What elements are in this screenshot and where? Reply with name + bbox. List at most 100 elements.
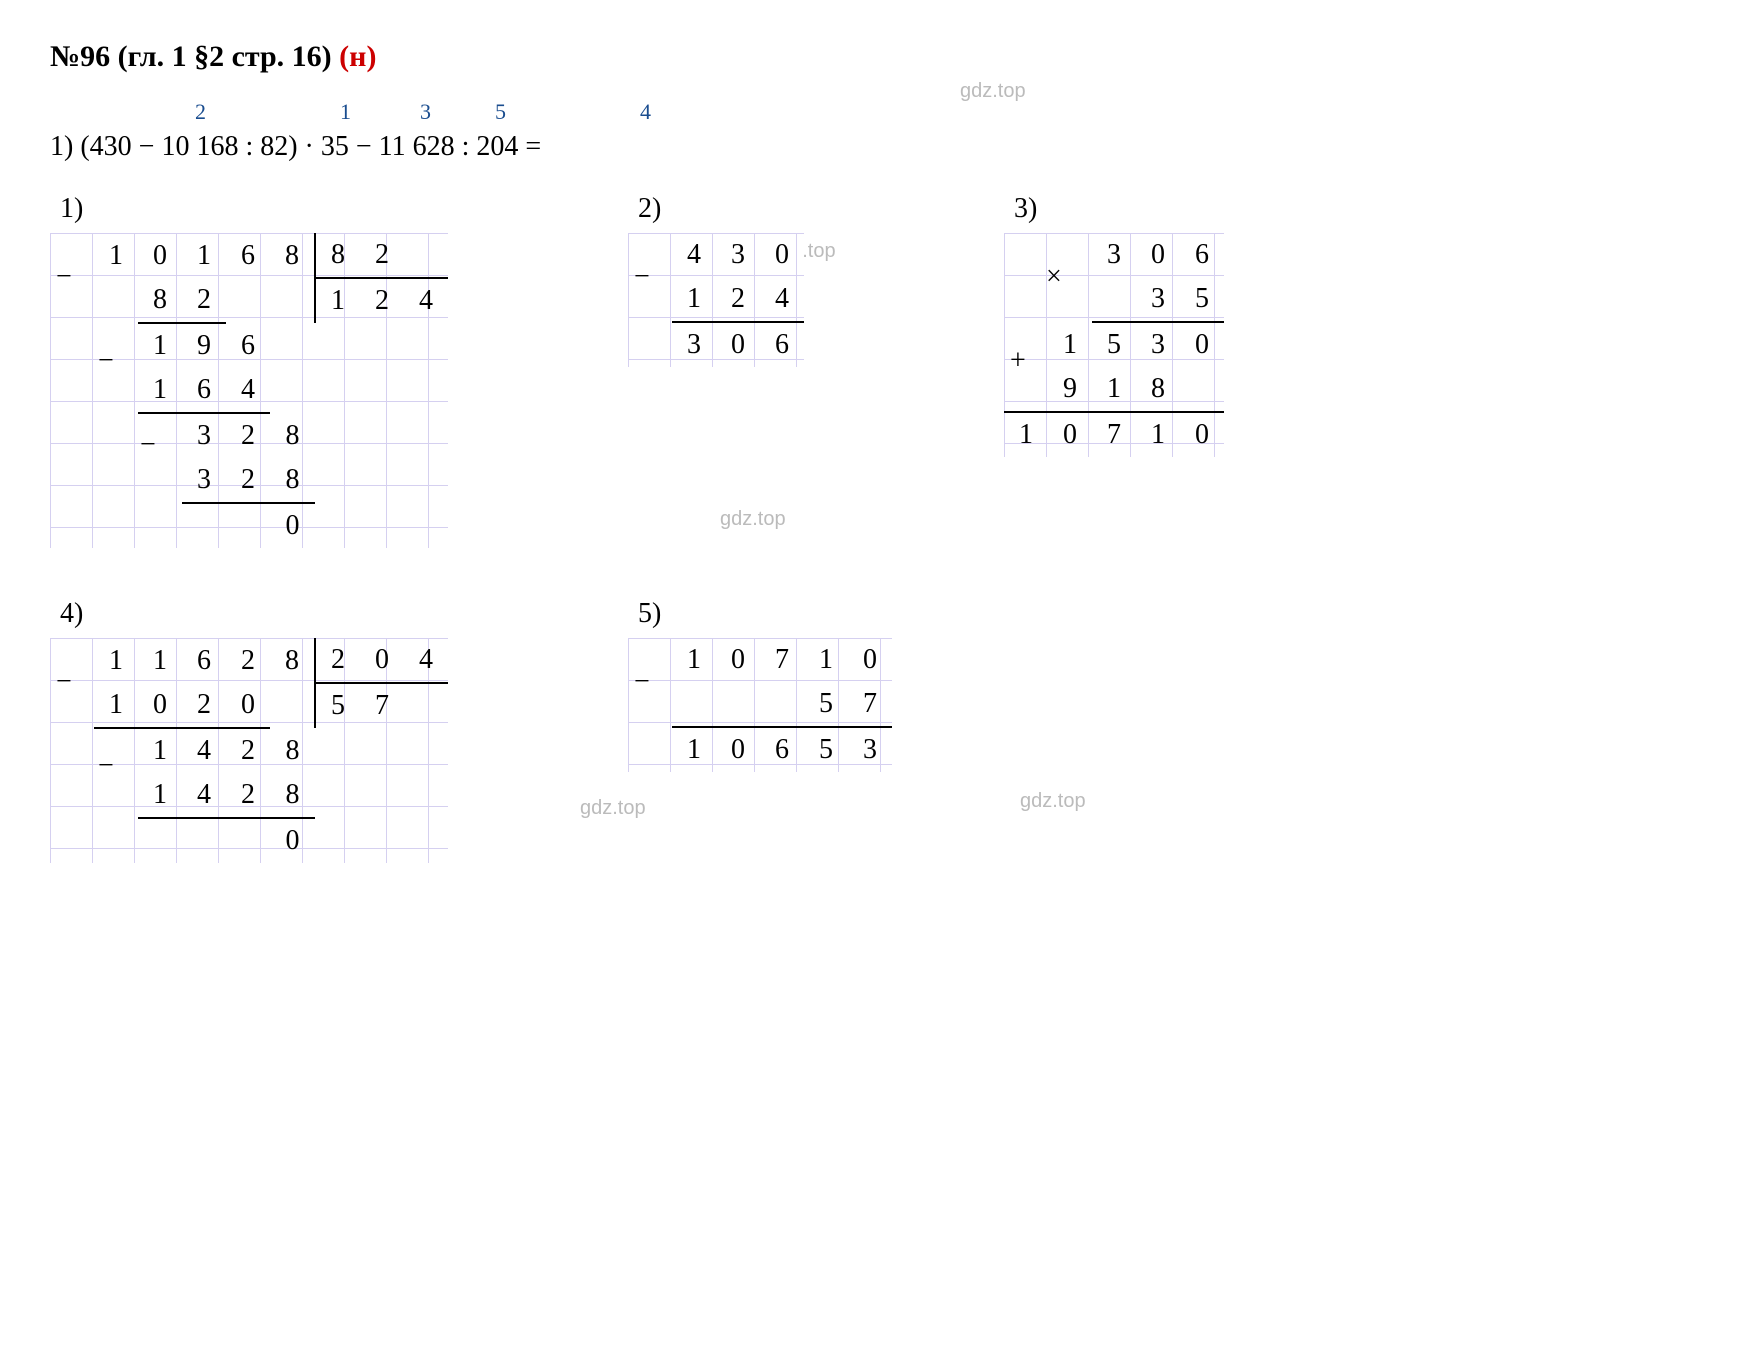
cell: [226, 503, 270, 548]
cell: [138, 503, 182, 548]
cell: [94, 323, 138, 368]
cell: 5: [1180, 277, 1224, 322]
cell: [270, 323, 315, 368]
cell: 4: [404, 638, 448, 683]
cell: [270, 683, 315, 728]
cell: 8: [270, 773, 315, 818]
cell: [315, 818, 360, 863]
cell: [360, 728, 404, 773]
cell: [672, 682, 716, 727]
page-title: №96 (гл. 1 §2 стр. 16) (н): [50, 40, 1704, 74]
cell: 0: [1048, 412, 1092, 457]
cell: 2: [226, 728, 270, 773]
cell: [1004, 322, 1048, 367]
cell: 7: [848, 682, 892, 727]
calc-2-grid: 4 3 0 1 2 4 3 0 6: [628, 233, 804, 367]
title-main: №96 (гл. 1 §2 стр. 16): [50, 40, 339, 73]
cell: 4: [760, 277, 804, 322]
cell: 4: [226, 368, 270, 413]
cell: 1: [672, 638, 716, 682]
cell: [360, 413, 404, 458]
cell: 7: [360, 683, 404, 728]
cell: 1: [94, 233, 138, 278]
cell: [94, 458, 138, 503]
cell: [628, 277, 672, 322]
cell: 2: [226, 638, 270, 683]
cell: 5: [804, 682, 848, 727]
cell: 6: [1180, 233, 1224, 277]
cell: [1092, 277, 1136, 322]
cell: [360, 458, 404, 503]
cell: 1: [804, 638, 848, 682]
cell: [270, 368, 315, 413]
cell: 5: [1092, 322, 1136, 367]
cell: [315, 323, 360, 368]
cell: 0: [1180, 322, 1224, 367]
cell: [628, 322, 672, 367]
order-5: 4: [640, 99, 651, 125]
cell: 1: [182, 233, 226, 278]
cell: 1: [1092, 367, 1136, 412]
cell: 0: [716, 638, 760, 682]
cell: 6: [760, 322, 804, 367]
cell: [404, 368, 448, 413]
calc-3-label: 3): [1014, 193, 1224, 225]
cell: [628, 727, 672, 772]
cell: [50, 503, 94, 548]
order-3: 3: [420, 99, 431, 125]
calc-4-grid: 1 1 6 2 8 2 0 4 1 0 2 0 5 7: [50, 638, 448, 863]
cell: [360, 773, 404, 818]
cell: 5: [315, 683, 360, 728]
cell: [360, 503, 404, 548]
cell: 8: [270, 728, 315, 773]
cell: 0: [716, 322, 760, 367]
cell: 2: [716, 277, 760, 322]
cell: 2: [226, 413, 270, 458]
cell: [50, 278, 94, 323]
cell: 2: [226, 458, 270, 503]
cell: 3: [1136, 322, 1180, 367]
cell: 1: [672, 727, 716, 772]
cell: [315, 728, 360, 773]
cell: [628, 682, 672, 727]
cell: 9: [1048, 367, 1092, 412]
cell: 5: [804, 727, 848, 772]
cell: 0: [1180, 412, 1224, 457]
cell: 2: [182, 683, 226, 728]
calc-3-multiplication: 3) × + 3 0 6 3 5 1 5 3 0: [1004, 193, 1224, 457]
cell: [50, 818, 94, 863]
cell: [404, 233, 448, 278]
cell: 3: [1092, 233, 1136, 277]
cell: 2: [360, 278, 404, 323]
cell: 0: [270, 818, 315, 863]
cell: 1: [138, 323, 182, 368]
cell: 6: [226, 233, 270, 278]
cell: [182, 818, 226, 863]
cell: [315, 413, 360, 458]
title-red: (н): [339, 40, 376, 73]
cell: [315, 503, 360, 548]
cell: 4: [182, 773, 226, 818]
row-1: 1) − − − 1 0 1 6 8 8 2 8 2 1: [50, 193, 1704, 548]
cell: 8: [270, 458, 315, 503]
cell: [50, 413, 94, 458]
cell: [404, 683, 448, 728]
cell: 1: [94, 638, 138, 683]
calc-1-label: 1): [60, 193, 448, 225]
calc-5-label: 5): [638, 598, 892, 630]
cell: 1: [138, 638, 182, 683]
cell: 3: [716, 233, 760, 277]
cell: 0: [360, 638, 404, 683]
cell: 0: [760, 233, 804, 277]
cell: [760, 682, 804, 727]
row-2: 4) − − 1 1 6 2 8 2 0 4 1 0 2 0 5: [50, 598, 1704, 863]
cell: [94, 503, 138, 548]
cell: [404, 323, 448, 368]
cell: 7: [760, 638, 804, 682]
cell: [138, 818, 182, 863]
cell: [360, 368, 404, 413]
cell: [404, 728, 448, 773]
cell: 1: [138, 728, 182, 773]
cell: 1: [315, 278, 360, 323]
cell: 0: [270, 503, 315, 548]
